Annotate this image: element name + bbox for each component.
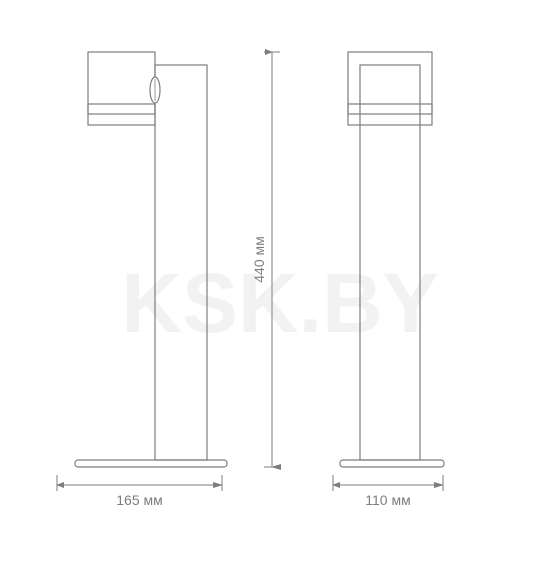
dim-width-front-label: 165 мм bbox=[116, 492, 163, 508]
watermark-text: KSK.BY bbox=[121, 256, 438, 350]
dim-width-side-label: 110 мм bbox=[365, 492, 410, 508]
technical-drawing: KSK.BY 440 мм 165 мм 110 мм bbox=[0, 0, 560, 580]
dim-height-label: 440 мм bbox=[251, 236, 267, 283]
